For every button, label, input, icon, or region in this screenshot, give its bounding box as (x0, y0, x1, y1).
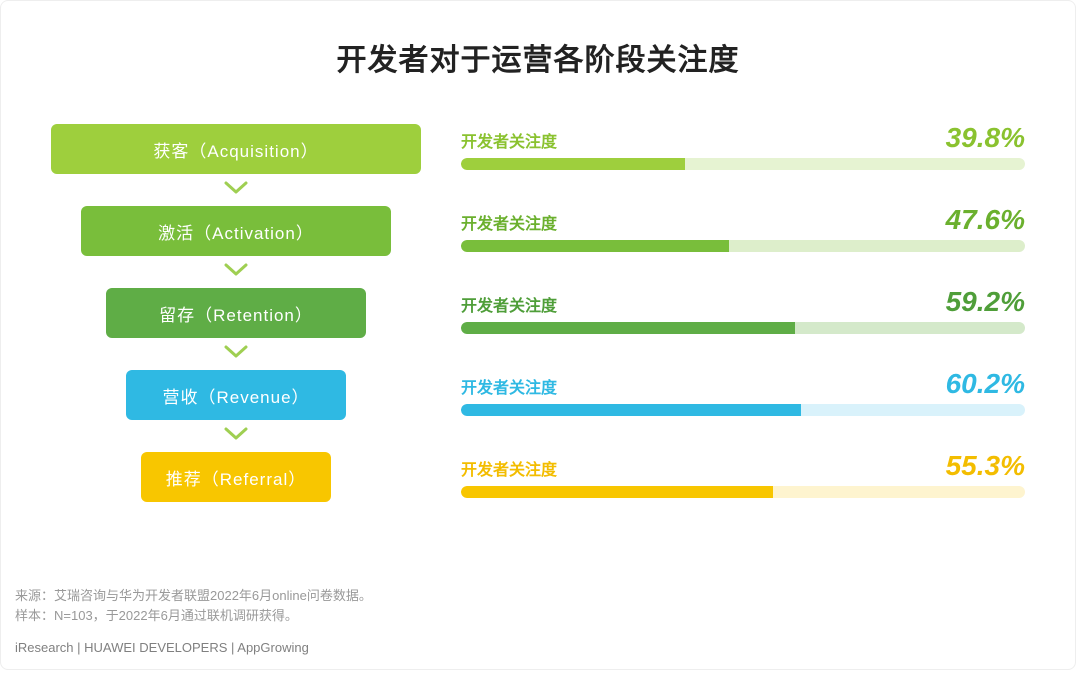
chevron-down-icon (222, 260, 250, 284)
bar-fill (461, 240, 729, 252)
bar-label: 开发者关注度 (461, 374, 557, 398)
bar-row: 开发者关注度 55.3% (461, 452, 1025, 498)
footer-credits: iResearch | HUAWEI DEVELOPERS | AppGrowi… (15, 640, 309, 655)
funnel-stage-label: 推荐（Referral） (166, 465, 306, 490)
bar-head: 开发者关注度 59.2% (461, 288, 1025, 316)
bar-track (461, 404, 1025, 416)
funnel-stage: 获客（Acquisition） (51, 124, 421, 174)
bar-head: 开发者关注度 60.2% (461, 370, 1025, 398)
source-line1: 来源：艾瑞咨询与华为开发者联盟2022年6月online问卷数据。 (15, 586, 372, 606)
bar-track (461, 240, 1025, 252)
bar-value: 59.2% (946, 288, 1025, 316)
bar-value: 55.3% (946, 452, 1025, 480)
content-row: 获客（Acquisition） 激活（Activation） 留存（Retentio… (1, 124, 1075, 534)
source-note: 来源：艾瑞咨询与华为开发者联盟2022年6月online问卷数据。 样本：N=1… (15, 586, 372, 625)
bar-value: 39.8% (946, 124, 1025, 152)
bar-head: 开发者关注度 47.6% (461, 206, 1025, 234)
funnel-stage-label: 营收（Revenue） (162, 383, 309, 408)
funnel-column: 获客（Acquisition） 激活（Activation） 留存（Retentio… (51, 124, 421, 502)
bar-track (461, 322, 1025, 334)
funnel-stage-label: 留存（Retention） (159, 301, 313, 326)
bars-column: 开发者关注度 39.8% 开发者关注度 47.6% 开发者关注度 59.2% 开发者关注度 6… (461, 124, 1025, 534)
bar-label: 开发者关注度 (461, 292, 557, 316)
funnel-stage: 激活（Activation） (81, 206, 391, 256)
bar-fill (461, 486, 773, 498)
bar-track (461, 158, 1025, 170)
bar-label: 开发者关注度 (461, 210, 557, 234)
bar-row: 开发者关注度 47.6% (461, 206, 1025, 252)
funnel-stage: 推荐（Referral） (141, 452, 331, 502)
bar-row: 开发者关注度 59.2% (461, 288, 1025, 334)
bar-fill (461, 158, 685, 170)
bar-label: 开发者关注度 (461, 128, 557, 152)
bar-label: 开发者关注度 (461, 456, 557, 480)
funnel-stage: 留存（Retention） (106, 288, 366, 338)
slide-card: 开发者对于运营各阶段关注度 获客（Acquisition） 激活（Activati… (0, 0, 1076, 670)
source-line2: 样本：N=103，于2022年6月通过联机调研获得。 (15, 606, 372, 626)
bar-value: 60.2% (946, 370, 1025, 398)
funnel-stage-label: 激活（Activation） (158, 219, 314, 244)
funnel-stage: 营收（Revenue） (126, 370, 346, 420)
chevron-down-icon (222, 424, 250, 448)
bar-head: 开发者关注度 39.8% (461, 124, 1025, 152)
chevron-down-icon (222, 178, 250, 202)
bar-row: 开发者关注度 39.8% (461, 124, 1025, 170)
funnel-stage-label: 获客（Acquisition） (153, 137, 318, 162)
bar-fill (461, 404, 801, 416)
chart-title: 开发者对于运营各阶段关注度 (1, 35, 1075, 79)
chevron-down-icon (222, 342, 250, 366)
bar-track (461, 486, 1025, 498)
bar-head: 开发者关注度 55.3% (461, 452, 1025, 480)
bar-fill (461, 322, 795, 334)
bar-row: 开发者关注度 60.2% (461, 370, 1025, 416)
bar-value: 47.6% (946, 206, 1025, 234)
